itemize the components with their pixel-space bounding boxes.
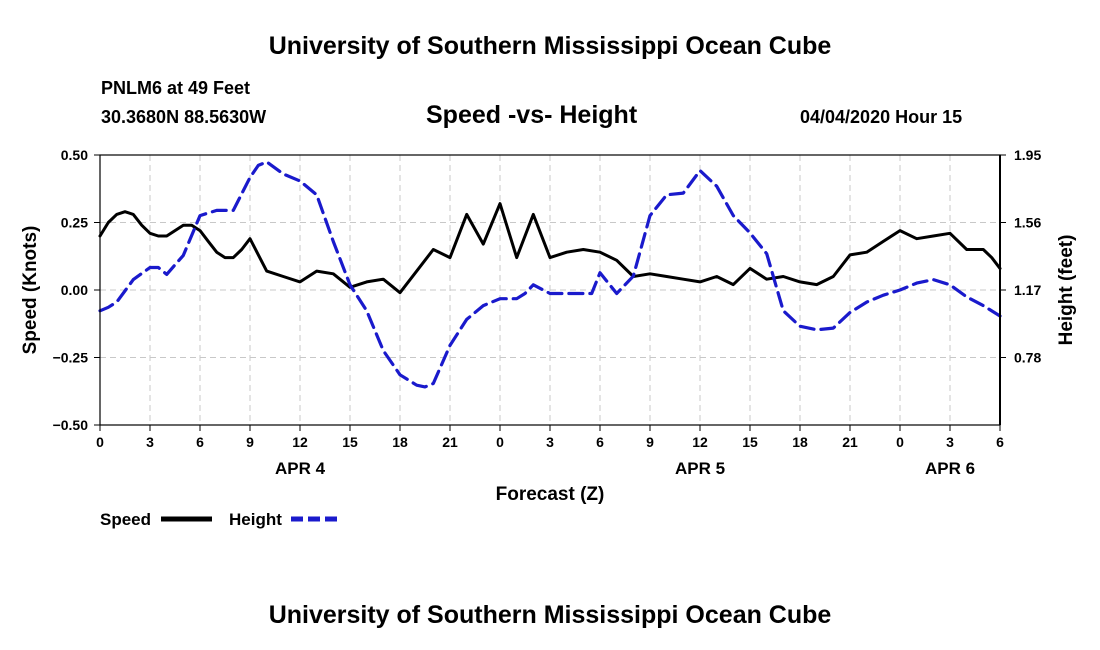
date-label: APR 5: [675, 459, 725, 478]
x-tick-label: 15: [342, 434, 358, 450]
speed-series-line: [98, 202, 1002, 295]
legend: Speed Height: [100, 510, 342, 529]
y-tick-label: 0.50: [61, 147, 88, 163]
y2-tick-label: 1.17: [1014, 282, 1041, 298]
x-tick-label: 18: [392, 434, 408, 450]
x-tick-label: 21: [442, 434, 458, 450]
series-lines: [98, 160, 1002, 389]
x-tick-label: 12: [292, 434, 308, 450]
y2-tick-label: 0.78: [1014, 350, 1041, 366]
y-tick-label: 0.25: [61, 215, 88, 231]
chart-title: Speed -vs- Height: [426, 101, 638, 129]
y-tick-label: −0.50: [53, 417, 89, 433]
date-label: APR 6: [925, 459, 975, 478]
x-tick-label: 6: [596, 434, 604, 450]
x-tick-label: 21: [842, 434, 858, 450]
top-title: University of Southern Mississippi Ocean…: [268, 32, 832, 60]
y-tick-label: −0.25: [53, 350, 89, 366]
y2-tick-label: 1.95: [1014, 147, 1041, 163]
x-tick-label: 6: [996, 434, 1004, 450]
date-label: APR 4: [275, 459, 326, 478]
bottom-title: University of Southern Mississippi Ocean…: [268, 601, 832, 629]
x-axis-label: Forecast (Z): [496, 484, 605, 505]
x-tick-label: 15: [742, 434, 758, 450]
y-axis-label: Speed (Knots): [20, 226, 41, 355]
x-tick-label: 9: [246, 434, 254, 450]
y-tick-label: 0.00: [61, 282, 88, 298]
x-tick-label: 12: [692, 434, 708, 450]
x-tick-label: 0: [96, 434, 104, 450]
station-coordinates: 30.3680N 88.5630W: [101, 107, 267, 127]
x-tick-label: 3: [146, 434, 154, 450]
x-tick-label: 0: [496, 434, 504, 450]
x-tick-label: 3: [946, 434, 954, 450]
x-tick-label: 18: [792, 434, 808, 450]
height-series-line: [98, 160, 1002, 389]
station-label: PNLM6 at 49 Feet: [101, 78, 251, 98]
grid-lines: [100, 155, 1000, 425]
axes: 0 3 6 9 12 15 18 21 0 3 6 9 12 15 18 21 0 3 6 APR 4 APR 5 APR…: [53, 147, 1042, 478]
x-tick-label: 9: [646, 434, 654, 450]
forecast-datetime: 04/04/2020 Hour 15: [800, 107, 963, 127]
x-tick-label: 0: [896, 434, 904, 450]
y2-tick-label: 1.56: [1014, 215, 1041, 231]
legend-height-label: Height: [229, 510, 282, 529]
x-tick-label: 3: [546, 434, 554, 450]
x-tick-label: 6: [196, 434, 204, 450]
legend-speed-label: Speed: [100, 510, 151, 529]
y2-axis-label: Height (feet): [1056, 235, 1077, 346]
